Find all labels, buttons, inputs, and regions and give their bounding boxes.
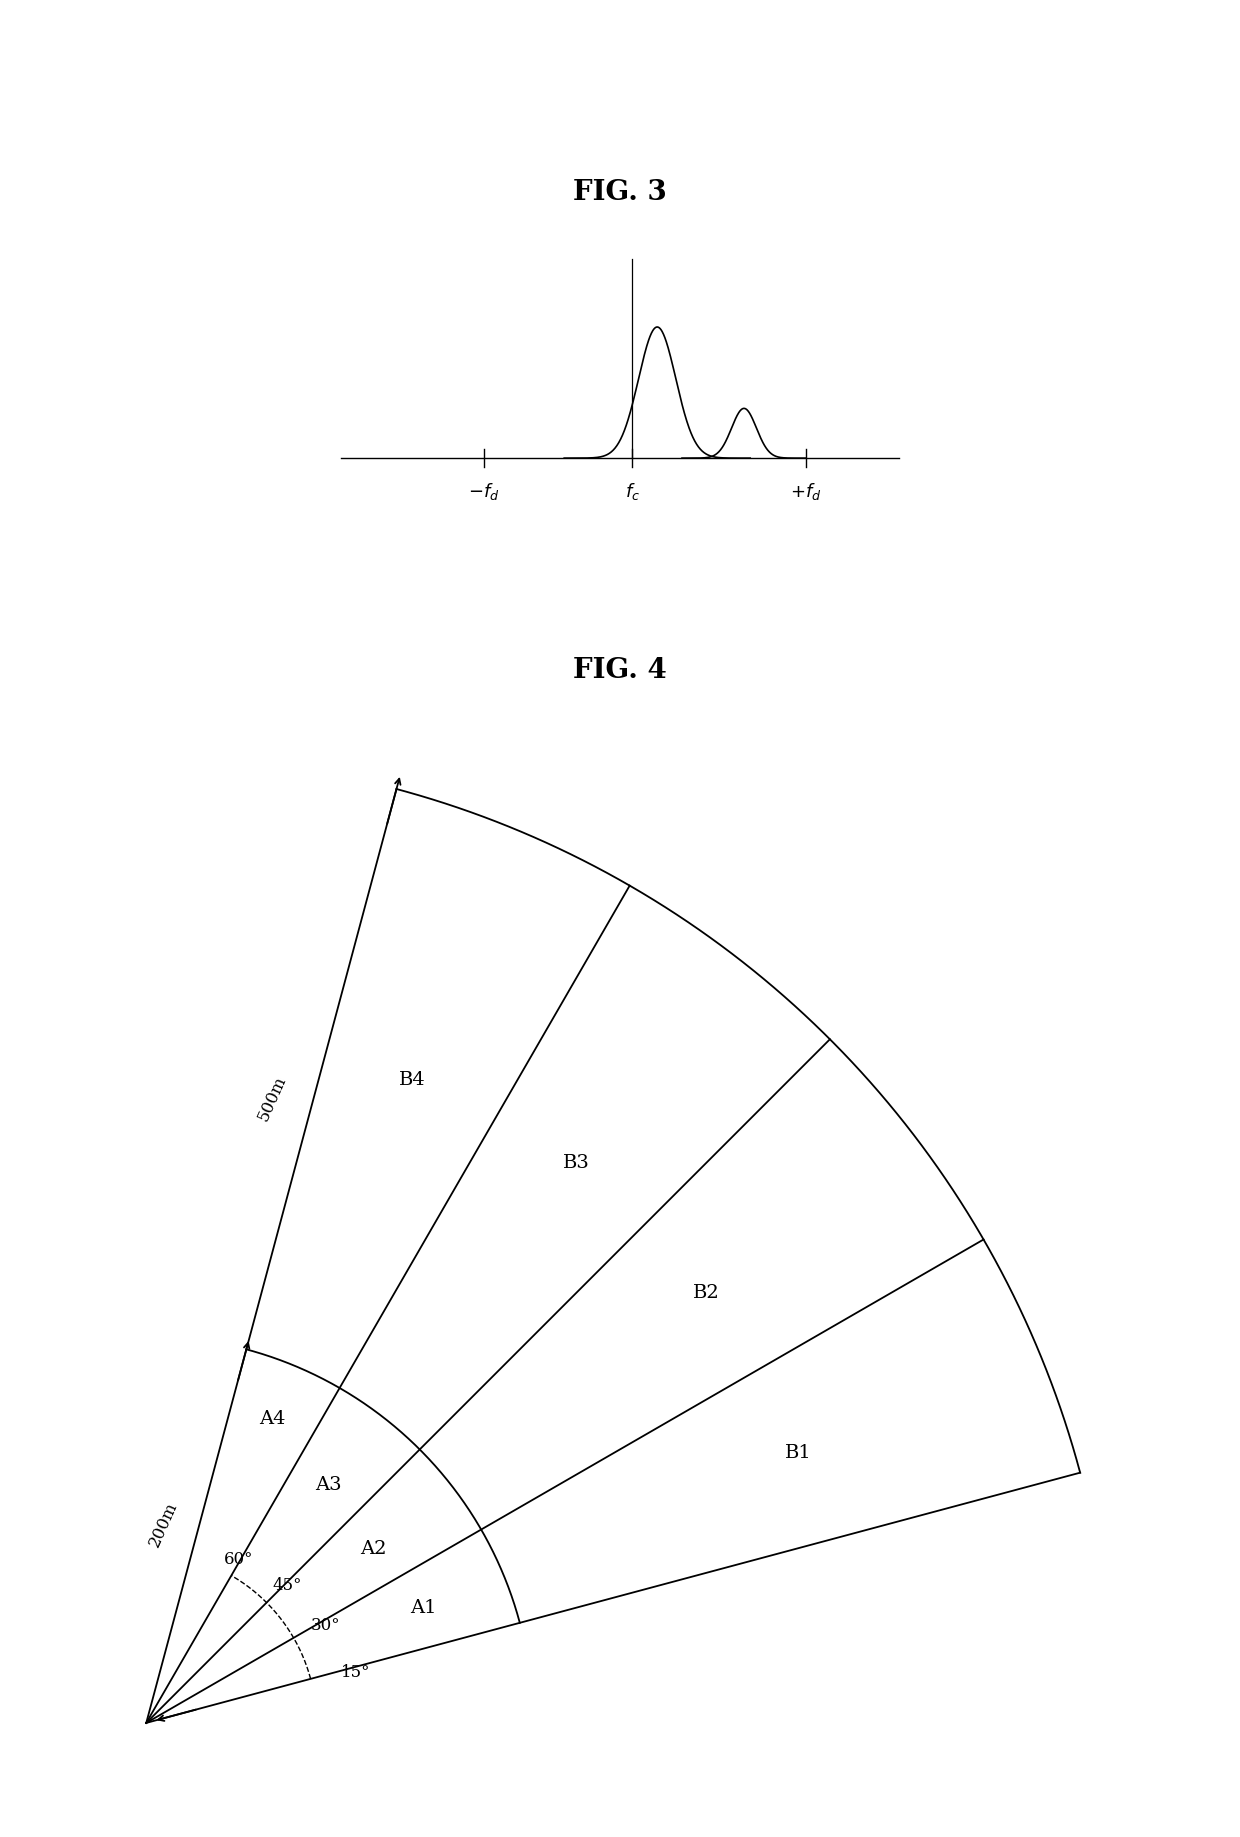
- Text: 15°: 15°: [341, 1664, 371, 1681]
- Text: A2: A2: [360, 1539, 387, 1558]
- Text: 45°: 45°: [273, 1578, 301, 1595]
- Text: $f_c$: $f_c$: [625, 481, 640, 502]
- Text: $+f_d$: $+f_d$: [790, 481, 822, 502]
- Text: 30°: 30°: [311, 1617, 341, 1633]
- Text: B2: B2: [693, 1284, 719, 1302]
- Text: A3: A3: [315, 1477, 342, 1493]
- Text: A1: A1: [410, 1600, 436, 1617]
- Text: B1: B1: [785, 1444, 812, 1462]
- Text: B4: B4: [399, 1071, 427, 1089]
- Text: 500m: 500m: [254, 1073, 290, 1124]
- Text: $-f_d$: $-f_d$: [467, 481, 500, 502]
- Text: B3: B3: [563, 1154, 589, 1172]
- Text: FIG. 3: FIG. 3: [573, 180, 667, 206]
- Text: FIG. 4: FIG. 4: [573, 658, 667, 683]
- Text: 60°: 60°: [224, 1550, 254, 1567]
- Text: 200m: 200m: [146, 1499, 181, 1550]
- Text: A4: A4: [259, 1411, 285, 1427]
